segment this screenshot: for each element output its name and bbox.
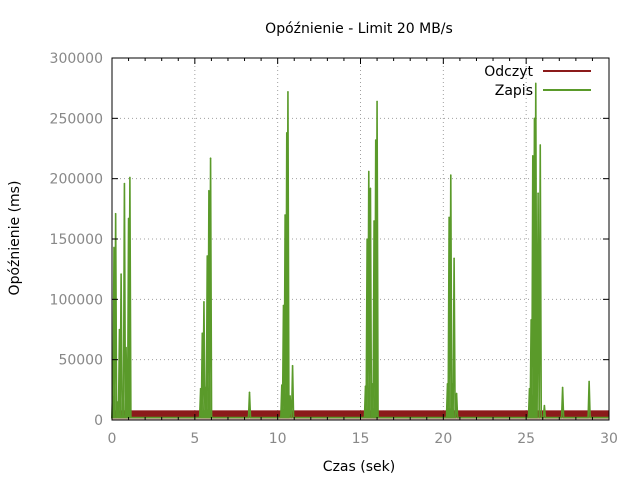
series-zapis-point [537,192,539,194]
series-zapis-point [371,383,374,385]
series-zapis-point [448,216,450,219]
series-zapis-point [543,404,546,407]
series-zapis-point [530,319,532,321]
series-zapis-point [449,174,452,176]
series-zapis-point [209,157,212,159]
series-zapis-point [374,139,377,141]
series-zapis-point [588,380,590,383]
series-zapis-point [248,391,251,394]
series-zapis-point [281,384,283,386]
series-zapis-point [453,257,455,260]
x-tick-label: 30 [600,431,618,447]
series-zapis-point [120,273,122,275]
series-zapis-point [291,364,294,367]
series-zapis-point [446,383,449,385]
y-tick-label: 300000 [50,51,103,67]
series-zapis-point [203,300,205,303]
y-axis-label: Opóźnienie (ms) [7,181,23,296]
x-axis-label: Czas (sek) [323,459,395,475]
series-zapis-point [539,144,542,146]
x-tick-label: 20 [434,431,452,447]
x-tick-label: 0 [108,431,117,447]
series-zapis-point [201,332,204,334]
series-zapis-point [367,170,370,173]
series-zapis-point [366,238,368,240]
series-zapis-point [287,90,289,93]
series-zapis-point [126,378,129,380]
series-zapis-point [534,82,537,85]
series-zapis-point [206,255,209,257]
series-zapis-point [528,387,531,390]
series-zapis-point [113,246,115,249]
x-tick-label: 10 [269,431,287,447]
x-tick-label: 5 [190,431,199,447]
grid [112,58,609,420]
y-tick-label: 250000 [50,111,103,127]
series-zapis-point [208,189,210,192]
legend-label: Zapis [495,83,533,99]
series-zapis-point [123,182,126,185]
series-zapis-point [282,304,285,307]
series-zapis-point [533,117,536,120]
y-tick-label: 100000 [50,292,103,308]
y-tick-label: 0 [94,413,103,429]
series-zapis-point [531,154,534,157]
series-zapis-point [289,395,291,397]
x-tick-label: 15 [352,431,370,447]
axis-ticks: 0 5 10 15 20 25 30 0 50000 100000 150000 200000 2500… [50,51,618,447]
series-zapis-point [451,383,454,385]
x-tick-label: 25 [517,431,535,447]
y-tick-label: 150000 [50,232,103,248]
chart-title: Opóźnienie - Limit 20 MB/s [265,21,453,37]
series-zapis-point [121,409,124,412]
series-zapis-point [129,176,131,179]
series-zapis-point [284,214,286,216]
series-zapis-point [199,387,202,390]
y-tick-label: 50000 [58,353,103,369]
series-zapis-point [285,132,288,134]
series-zapis-point [364,385,367,388]
series-zapis-point [114,212,117,215]
series-zapis-point [118,328,121,331]
series-zapis-point [204,386,207,389]
series-zapis-point [127,217,130,220]
series-zapis-point [373,220,375,222]
series-odczyt-band [112,410,609,418]
series-zapis-point [125,346,127,349]
y-tick-label: 200000 [50,172,103,188]
series-zapis-point [561,386,564,389]
series-zapis-point [376,100,378,103]
series-layer [111,82,609,420]
series-zapis-point [455,392,458,395]
legend-label: Odczyt [484,64,533,80]
series-zapis-point [116,401,119,403]
legend: Odczyt Zapis [484,64,591,99]
series-zapis-point [369,187,372,190]
